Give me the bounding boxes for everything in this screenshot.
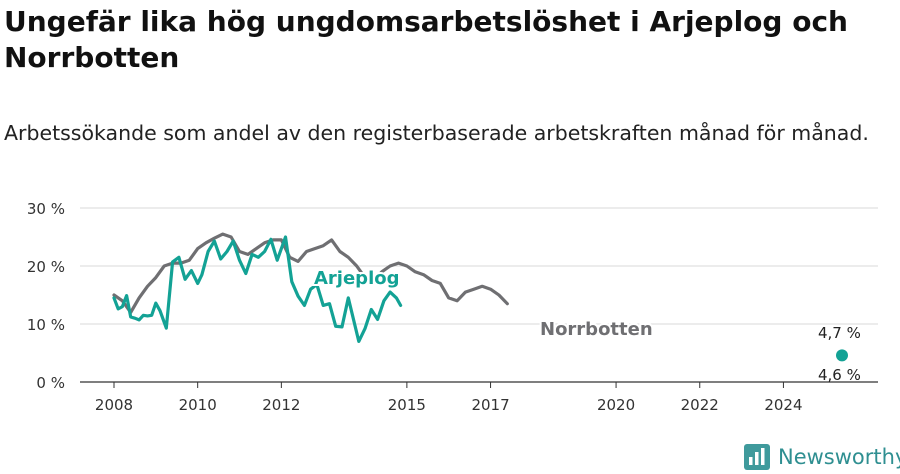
x-tick-label: 2015 [388,396,426,414]
x-axis: 2008 2010 2012 2015 2017 2020 2022 2024 [95,382,803,414]
series-line-arjeplog [112,235,403,343]
x-tick-label: 2008 [95,396,133,414]
series-lines [112,232,509,343]
x-tick-label: 2012 [262,396,300,414]
x-tick-label: 2022 [681,396,719,414]
chart-title: Ungefär lika hög ungdomsarbetslöshet i A… [4,5,848,74]
series-labels: Arjeplog Norrbotten 4,7 % 4,6 % [312,266,861,384]
y-tick-label: 0 % [36,374,65,392]
end-value-label-norrbotten: 4,6 % [818,366,861,384]
y-tick-label: 20 % [27,258,65,276]
series-label-norrbotten: Norrbotten [540,319,653,340]
series-label-arjeplog: Arjeplog [314,268,400,289]
end-value-label-arjeplog: 4,7 % [818,324,861,342]
gridlines [80,207,878,383]
newsworthy-brand: Newsworthy [744,442,900,472]
x-tick-label: 2020 [597,396,635,414]
newsworthy-logo-icon [744,444,770,470]
x-tick-label: 2024 [764,396,802,414]
x-tick-label: 2010 [179,396,217,414]
x-tick-label: 2017 [471,396,509,414]
chart-subtitle: Arbetssökande som andel av den registerb… [4,121,869,145]
line-chart: 0 % 10 % 20 % 30 % 2008 2010 2012 2015 2017 2020… [27,200,878,414]
y-axis-tick-labels: 0 % 10 % 20 % 30 % [27,200,65,392]
y-tick-label: 30 % [27,200,65,218]
end-point-marker [836,349,848,362]
brand-name: Newsworthy [778,445,900,469]
y-tick-label: 10 % [27,316,65,334]
